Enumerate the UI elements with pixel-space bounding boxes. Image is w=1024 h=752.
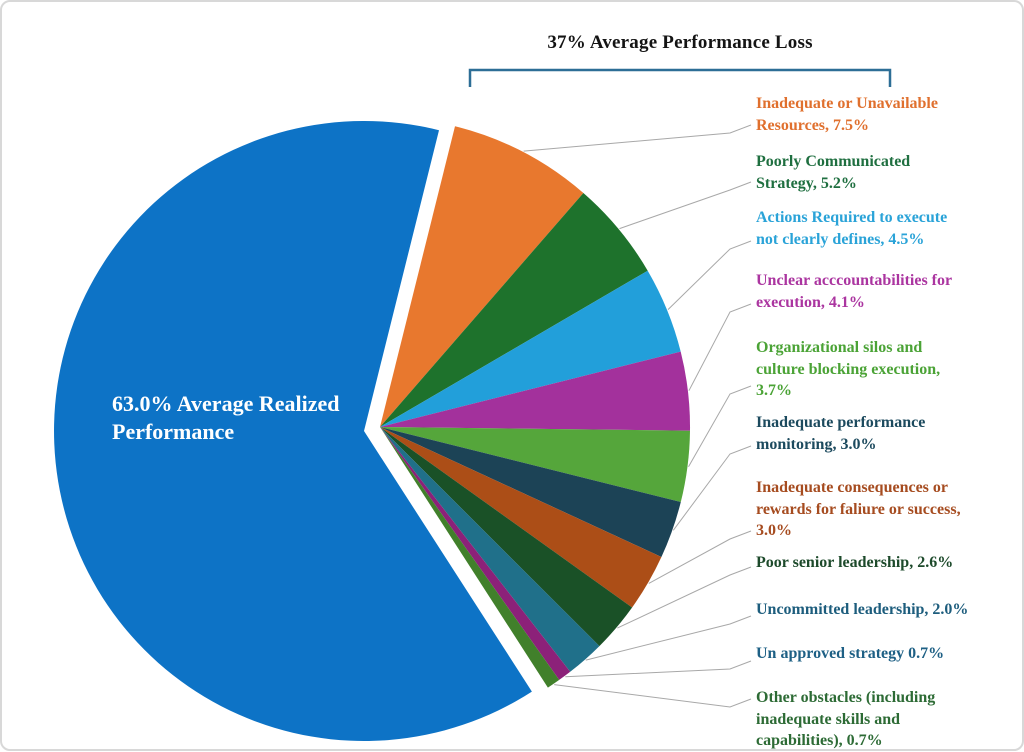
pie-slice-7 [380, 427, 662, 608]
leader-line-3 [667, 240, 752, 310]
pie-slice-4 [380, 351, 691, 431]
leader-line-10 [565, 660, 752, 678]
pie-slice-3 [380, 270, 681, 427]
pie-slice-main [54, 120, 532, 741]
leader-line-8 [617, 566, 752, 629]
slice-label-1: Inadequate or Unavailable Resources, 7.5… [756, 95, 938, 134]
slice-label-7: Inadequate consequences or rewards for f… [756, 479, 961, 539]
loss-group-bracket [468, 68, 892, 87]
slice-label-4: Unclear acccountabilities for execution,… [756, 272, 953, 311]
leader-line-2 [619, 181, 752, 230]
leader-line-4 [688, 303, 752, 391]
leader-line-1 [523, 124, 752, 152]
slice-label-3: Actions Required to execute not clearly … [756, 209, 948, 248]
pie-slice-2 [380, 193, 648, 427]
pie-slice-8 [380, 427, 633, 647]
leader-line-5 [688, 385, 752, 467]
slice-label-8: Poor senior leadership, 2.6% [756, 554, 954, 571]
pie-slice-6 [380, 427, 681, 557]
pie-slice-11 [380, 427, 560, 688]
slice-label-9: Uncommitted leadership, 2.0% [756, 601, 969, 618]
main-slice-label: 63.0% Average Realized Performance [112, 391, 340, 444]
leader-line-9 [585, 615, 752, 661]
pie-slice-1 [380, 126, 584, 427]
leader-line-11 [554, 684, 752, 708]
pie-slice-10 [380, 427, 571, 680]
leader-line-6 [672, 445, 752, 531]
slice-label-11: Other obstacles (including inadequate sk… [756, 689, 936, 749]
slice-label-6: Inadequate performance monitoring, 3.0% [756, 414, 926, 453]
pie-slice-5 [380, 427, 690, 502]
slice-label-2: Poorly Communicated Strategy, 5.2% [756, 153, 911, 192]
leader-line-7 [648, 530, 752, 584]
pie-slice-9 [380, 427, 600, 672]
slice-label-5: Organizational silos and culture blockin… [756, 339, 941, 399]
slice-label-10: Un approved strategy 0.7% [756, 645, 945, 662]
loss-group-title: 37% Average Performance Loss [547, 32, 813, 53]
